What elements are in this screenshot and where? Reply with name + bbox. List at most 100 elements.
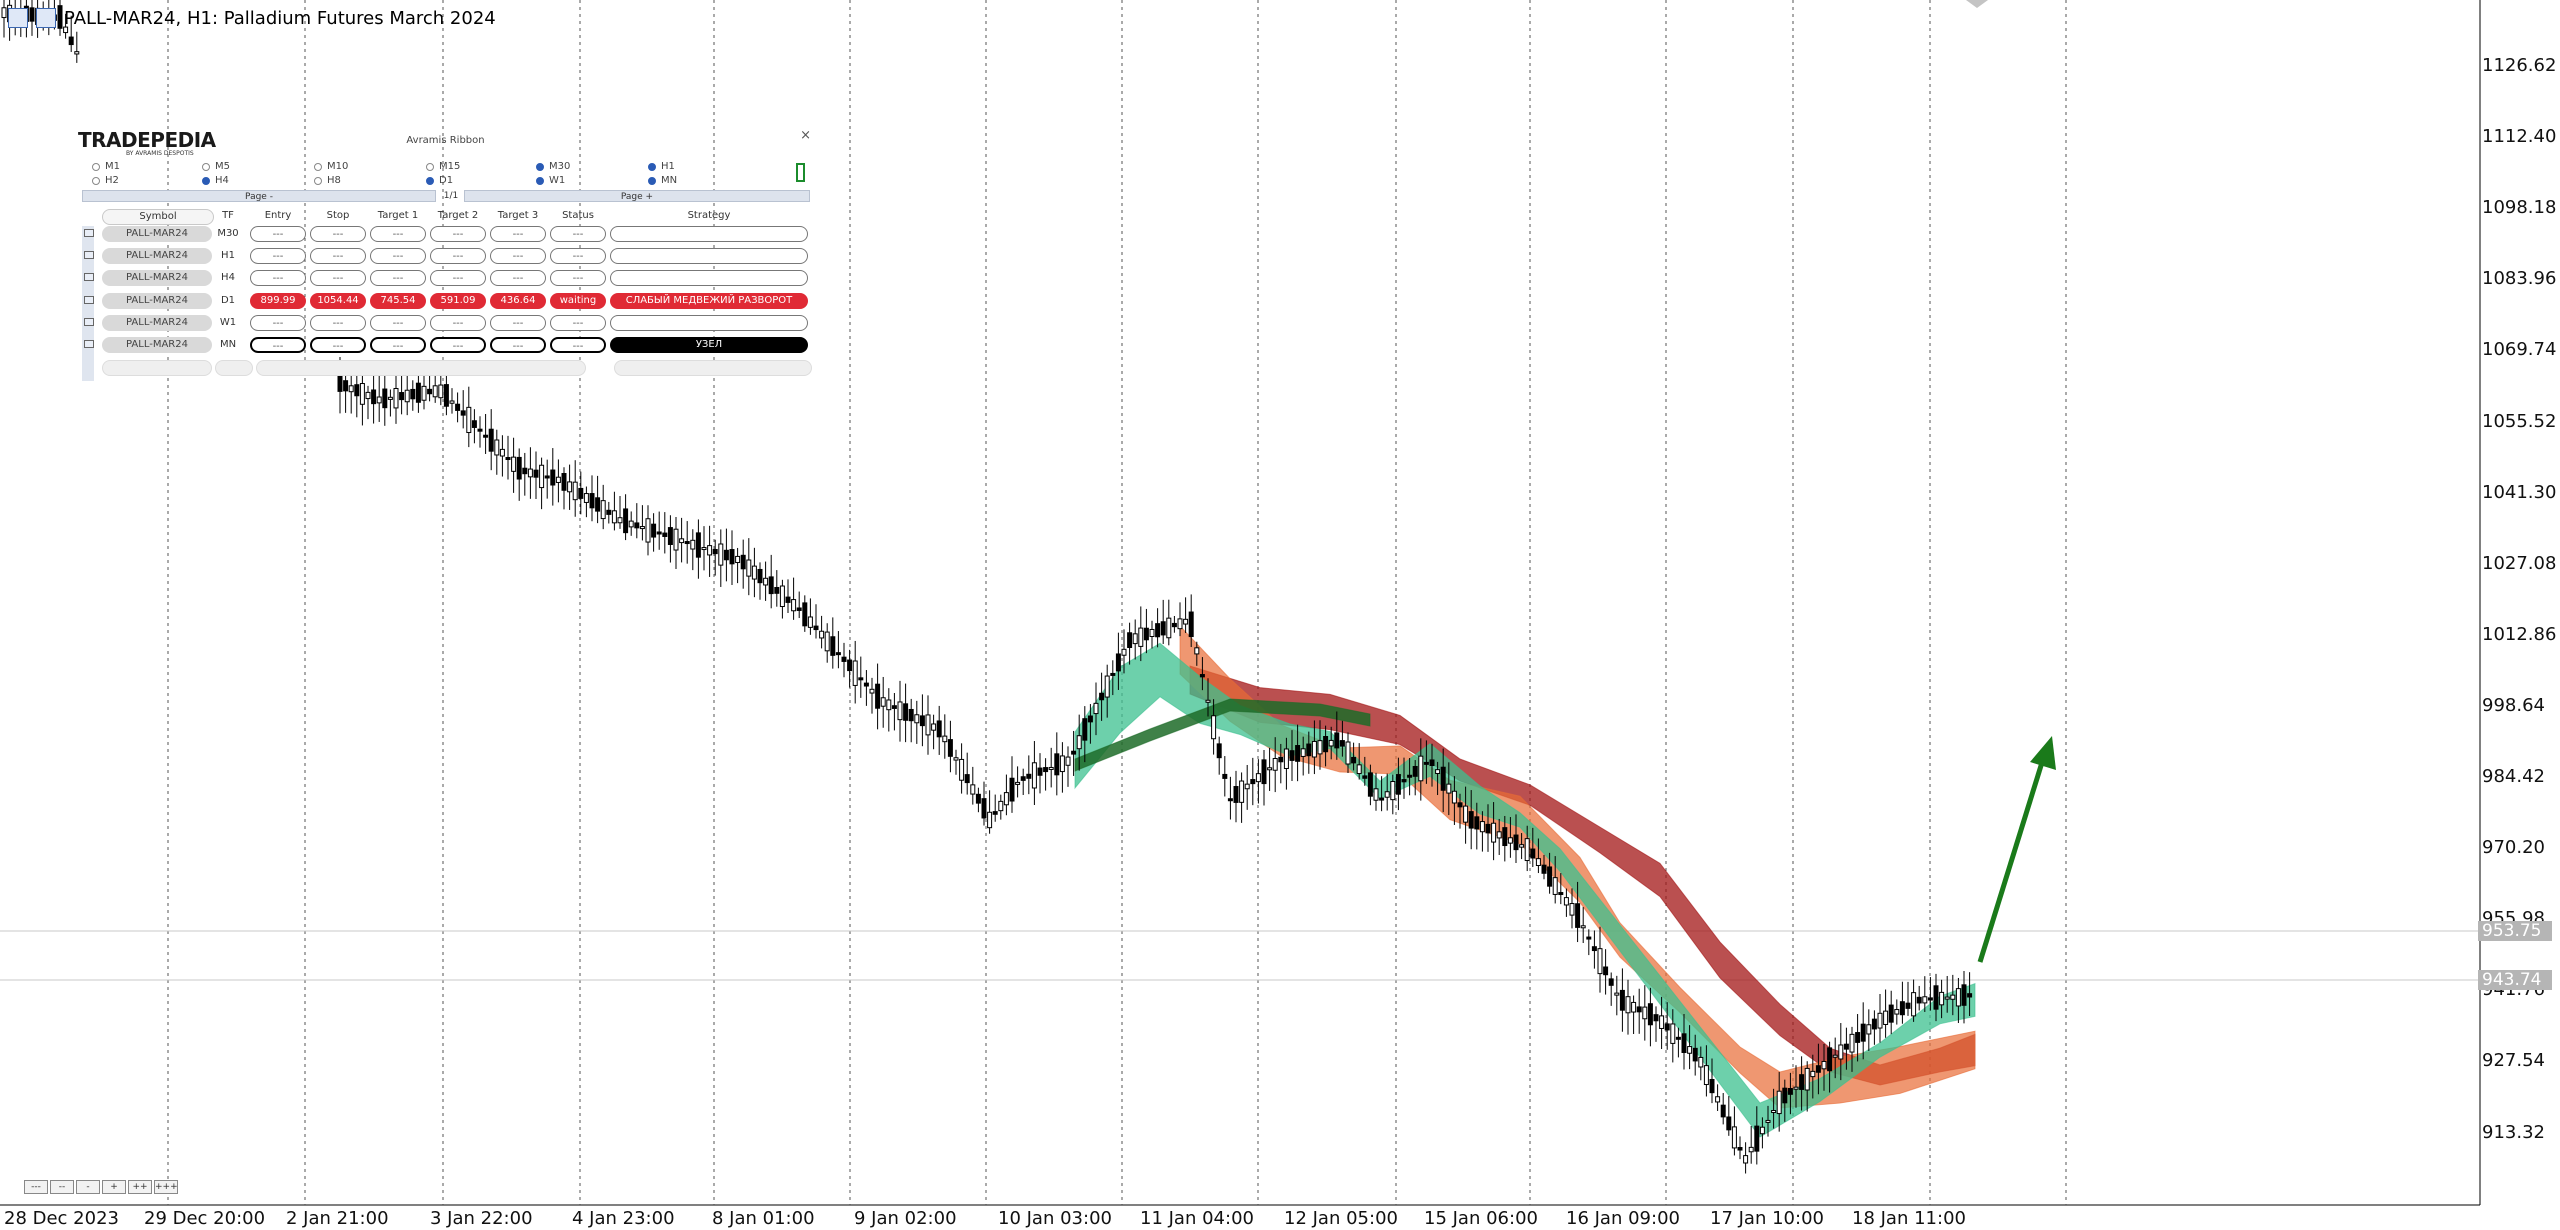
folder-icon[interactable] (84, 340, 94, 348)
candle-body (1110, 672, 1116, 676)
candle-body (1799, 1074, 1805, 1090)
candle-body (1395, 774, 1401, 795)
candle-body (1681, 1033, 1687, 1053)
candle-body (1418, 755, 1424, 782)
tf-radio-mn[interactable]: MN (648, 175, 677, 186)
symbol-cell[interactable]: PALL-MAR24 (102, 314, 212, 331)
candle-body (499, 448, 505, 457)
value-cell: 745.54 (370, 292, 426, 309)
folder-icon[interactable] (84, 251, 94, 260)
candle-body (1950, 994, 1956, 1000)
tf-radio-m10[interactable]: M10 (314, 161, 348, 172)
candle-body (29, 7, 35, 22)
candle-body (1575, 903, 1581, 928)
symbol-cell[interactable]: PALL-MAR24 (102, 337, 212, 353)
tf-radio-h1[interactable]: H1 (648, 161, 675, 172)
chart-menu-icon[interactable] (8, 8, 28, 28)
candle-body (662, 532, 668, 537)
chart-nav-button[interactable]: + (102, 1180, 126, 1194)
candle-body (1530, 848, 1536, 859)
chart-nav-button[interactable]: ++ (128, 1180, 152, 1194)
tf-radio-m30[interactable]: M30 (536, 161, 570, 172)
candle-body (1496, 831, 1502, 839)
chart-nav-button[interactable]: -- (50, 1180, 74, 1194)
symbol-cell[interactable]: PALL-MAR24 (102, 292, 212, 309)
candle-body (796, 607, 802, 611)
price-axis-label: 1027.08 (2482, 552, 2557, 574)
folder-icon[interactable] (84, 295, 94, 304)
tf-radio-m5[interactable]: M5 (202, 161, 230, 172)
candle-body (393, 388, 399, 409)
candle-body (1955, 988, 1961, 1007)
candle-body (1479, 821, 1485, 833)
candle-body (1177, 618, 1183, 630)
table-header: Stop (326, 210, 350, 221)
candle-body (516, 456, 522, 480)
candle-body (1283, 748, 1289, 770)
candle-body (673, 528, 679, 551)
status-cell: --- (550, 314, 606, 331)
candle-body (1855, 1032, 1861, 1043)
page-prev-button[interactable]: Page - (82, 190, 436, 202)
value-cell: 899.99 (250, 292, 306, 309)
chart-nav-button[interactable]: --- (24, 1180, 48, 1194)
tf-radio-w1[interactable]: W1 (536, 175, 565, 186)
tf-cell: M30 (217, 228, 239, 239)
candle-body (1199, 674, 1205, 678)
candle-body (1390, 781, 1396, 801)
status-cell: --- (550, 226, 606, 242)
candle-body (1093, 702, 1099, 715)
tf-radio-h8[interactable]: H8 (314, 175, 341, 186)
value-cell: --- (310, 314, 366, 331)
close-icon[interactable]: × (800, 128, 811, 143)
candle-body (1580, 925, 1586, 929)
time-axis-label: 2 Jan 21:00 (286, 1208, 389, 1229)
candle-body (1121, 648, 1127, 656)
candle-body (819, 630, 825, 639)
candle-body (718, 543, 724, 566)
candle-body (1474, 816, 1480, 830)
scroll-marker (1966, 0, 1988, 8)
candle-body (421, 385, 427, 401)
candle-body (1894, 1009, 1900, 1015)
candle-body (1334, 732, 1340, 749)
tf-radio-m15[interactable]: M15 (426, 161, 460, 172)
tf-radio-h2[interactable]: H2 (92, 175, 119, 186)
folder-icon[interactable] (84, 229, 94, 237)
candle-body (1866, 1024, 1872, 1035)
tf-cell: H1 (221, 250, 235, 262)
time-axis-label: 28 Dec 2023 (4, 1208, 119, 1229)
candle-body (891, 705, 897, 709)
candle-body (376, 396, 382, 404)
strategy-cell (610, 248, 808, 265)
table-header: Status (562, 210, 594, 221)
symbol-cell[interactable]: PALL-MAR24 (102, 270, 212, 287)
candle-body (1054, 753, 1060, 776)
candle-body (1860, 1023, 1866, 1042)
tf-radio-m1[interactable]: M1 (92, 161, 120, 172)
status-cell: --- (550, 248, 606, 265)
folder-icon[interactable] (84, 273, 94, 282)
candle-body (774, 586, 780, 594)
page-next-button[interactable]: Page + (464, 190, 810, 202)
chart-nav-button[interactable]: +++ (154, 1180, 178, 1194)
folder-icon[interactable] (84, 317, 94, 326)
price-axis-label: 1069.74 (2482, 339, 2557, 361)
chart-nav-button[interactable]: - (76, 1180, 100, 1194)
candle-body (723, 549, 729, 561)
bull-ribbon-dark (1074, 698, 1371, 772)
candle-body (981, 798, 987, 819)
candle-body (847, 659, 853, 672)
symbol-cell[interactable]: PALL-MAR24 (102, 248, 212, 265)
tf-radio-h4[interactable]: H4 (202, 175, 229, 186)
chart-list-icon[interactable] (36, 8, 56, 28)
candle-body (959, 758, 965, 781)
candle-body (1384, 791, 1390, 798)
candle-body (1211, 715, 1217, 740)
candle-body (1457, 802, 1463, 808)
symbol-cell[interactable]: PALL-MAR24 (102, 226, 212, 242)
candle-body (1233, 786, 1239, 803)
value-cell: --- (310, 248, 366, 265)
tf-radio-d1[interactable]: D1 (426, 175, 453, 186)
